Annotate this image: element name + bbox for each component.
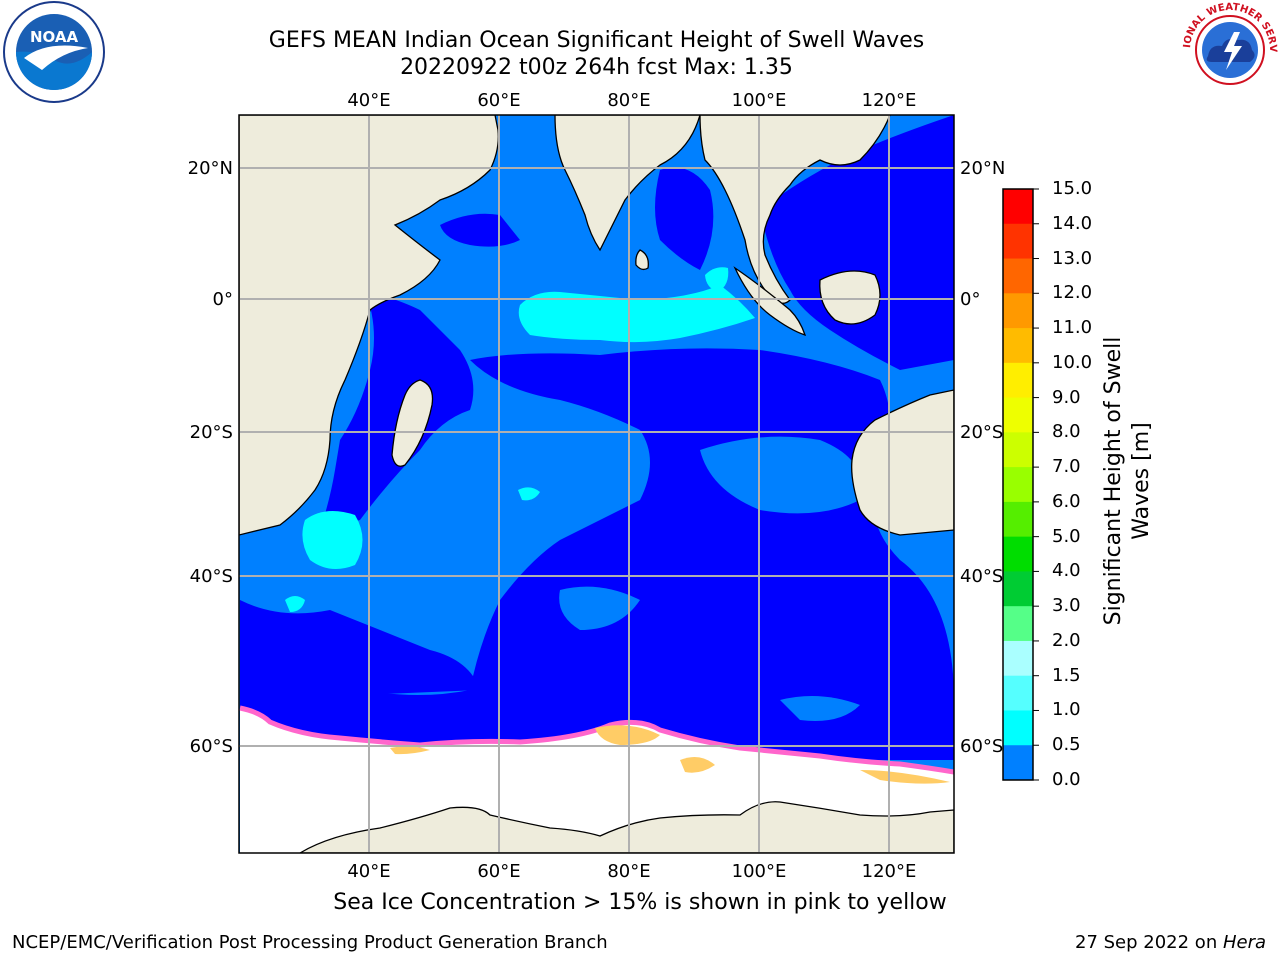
swell-field-medium-patches (490, 426, 862, 721)
colorbar-label: 1.5 (1052, 664, 1081, 686)
colorbar-segment (1003, 536, 1033, 572)
colorbar-label: 8.0 (1052, 421, 1081, 443)
colorbar-label: 6.0 (1052, 490, 1081, 512)
colorbar-segment (1003, 710, 1033, 746)
lat-label-right: 0° (960, 289, 980, 310)
colorbar-label: 13.0 (1052, 247, 1093, 269)
colorbar-label: 11.0 (1052, 317, 1093, 339)
colorbar-title-line2: Waves [m] (1129, 422, 1154, 540)
lon-label-top: 100°E (732, 90, 787, 111)
colorbar-segment (1003, 606, 1033, 642)
noaa-logo-text: NOAA (30, 28, 79, 46)
lat-label-left: 40°S (190, 566, 233, 587)
map-frame (238, 114, 955, 854)
colorbar-segment (1003, 745, 1033, 781)
colorbar-label: 0.5 (1052, 734, 1081, 756)
colorbar-label: 0.0 (1052, 769, 1081, 790)
lat-label-right: 20°N (960, 158, 1005, 179)
lat-label-left: 60°S (190, 736, 233, 757)
colorbar (1002, 188, 1039, 781)
lat-label-left: 20°N (188, 158, 233, 179)
colorbar-title-line1: Significant Height of Swell (1101, 336, 1126, 626)
colorbar-label: 5.0 (1052, 525, 1081, 547)
lon-label-bottom: 120°E (862, 861, 917, 882)
lon-label-top: 120°E (862, 90, 917, 111)
footer-date-text: 27 Sep 2022 on (1075, 932, 1223, 953)
colorbar-segment (1003, 258, 1033, 294)
colorbar-label: 12.0 (1052, 282, 1093, 304)
colorbar-label: 14.0 (1052, 212, 1093, 234)
colorbar-segment (1003, 640, 1033, 677)
colorbar-label: 9.0 (1052, 386, 1081, 408)
colorbar-segment (1003, 328, 1033, 364)
colorbar-label: 1.0 (1052, 699, 1081, 721)
lat-label-left: 0° (213, 289, 233, 310)
map-title: GEFS MEAN Indian Ocean Significant Heigh… (268, 28, 925, 53)
colorbar-segment (1003, 432, 1033, 468)
colorbar-segment (1003, 362, 1033, 399)
colorbar-segment (1003, 571, 1033, 607)
lon-label-top: 40°E (347, 90, 390, 111)
footer-host: Hera (1222, 932, 1266, 953)
map-subtitle: 20220922 t00z 264h fcst Max: 1.35 (400, 55, 793, 80)
colorbar-segment (1003, 223, 1033, 260)
lat-label-left: 20°S (190, 422, 233, 443)
lat-label-right: 40°S (960, 566, 1003, 587)
lon-label-bottom: 100°E (732, 861, 787, 882)
colorbar-segment (1003, 501, 1033, 538)
colorbar-segment (1003, 293, 1033, 329)
sea-ice-note: Sea Ice Concentration > 15% is shown in … (333, 890, 947, 915)
lat-label-right: 60°S (960, 736, 1003, 757)
lon-label-bottom: 80°E (607, 861, 650, 882)
colorbar-frame (1002, 188, 1034, 781)
colorbar-label: 7.0 (1052, 456, 1081, 478)
footer-date: 27 Sep 2022 on Hera (1075, 932, 1266, 953)
colorbar-segment (1003, 397, 1033, 433)
colorbar-segment (1003, 675, 1033, 711)
colorbar-label: 15.0 (1052, 178, 1093, 199)
colorbar-segment (1003, 189, 1033, 225)
nws-logo: NATIONAL WEATHER SERVICE (1180, 0, 1278, 98)
lon-label-top: 60°E (477, 90, 520, 111)
graticule (239, 115, 954, 853)
lat-label-right: 20°S (960, 422, 1003, 443)
lon-label-bottom: 60°E (477, 861, 520, 882)
lon-label-bottom: 40°E (347, 861, 390, 882)
colorbar-segment (1003, 467, 1033, 503)
colorbar-label: 4.0 (1052, 560, 1081, 582)
land (239, 115, 954, 853)
noaa-logo: NOAA (3, 1, 105, 103)
colorbar-label: 10.0 (1052, 351, 1093, 373)
colorbar-label: 3.0 (1052, 595, 1081, 617)
colorbar-label: 2.0 (1052, 629, 1081, 651)
lon-label-top: 80°E (607, 90, 650, 111)
footer-branch: NCEP/EMC/Verification Post Processing Pr… (12, 932, 608, 953)
